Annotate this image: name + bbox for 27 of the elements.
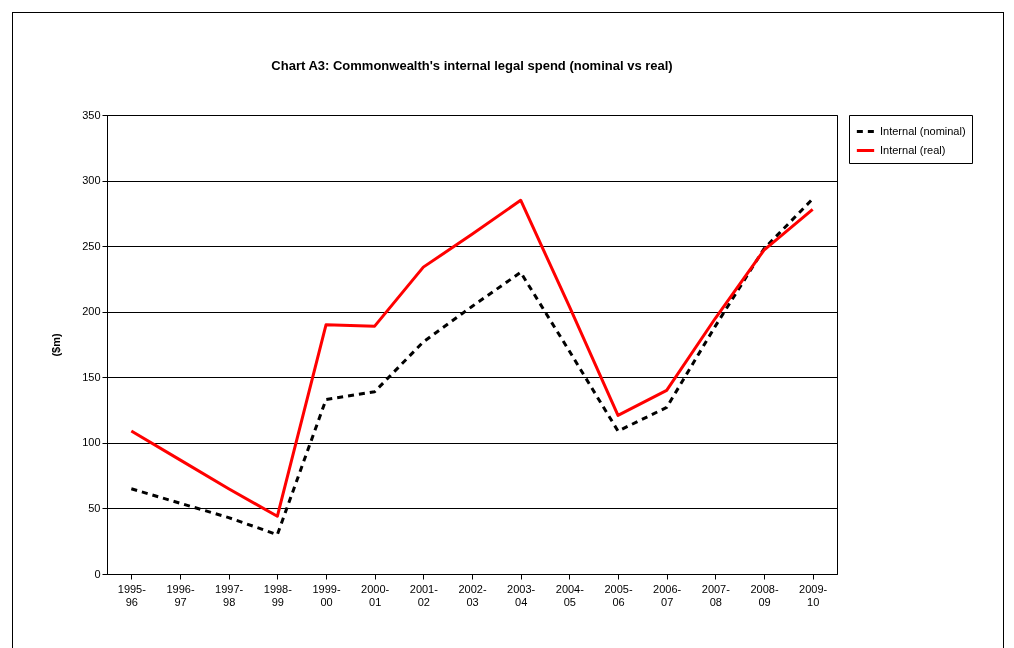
y-axis-title: ($m) [50, 333, 63, 357]
y-tick-label: 0 [94, 567, 101, 580]
legend-label: Internal (nominal) [880, 124, 966, 137]
x-tick-label: 2005-06 [604, 582, 633, 608]
y-tick-label: 50 [88, 501, 101, 514]
y-tick-label: 350 [82, 108, 101, 121]
x-tick-label: 1995-96 [117, 582, 147, 608]
x-tick-label: 2006-07 [653, 582, 682, 608]
y-tick-label: 100 [82, 436, 101, 449]
x-tick-label: 1999-00 [312, 582, 341, 608]
x-tick-label: 2002-03 [458, 582, 487, 608]
x-tick-label: 2007-08 [701, 582, 731, 608]
x-tick-label: 2009-10 [799, 582, 828, 608]
x-tick-label: 2001-02 [409, 582, 439, 608]
chart-title: Chart A3: Commonwealth's internal legal spend (nominal vs real) [271, 58, 673, 73]
y-tick-label: 150 [82, 370, 101, 383]
legend-label: Internal (real) [880, 143, 946, 156]
x-tick-label: 2008-09 [750, 582, 779, 608]
x-tick-label: 1998-99 [263, 582, 293, 608]
x-tick-label: 1996-97 [166, 582, 195, 608]
x-tick-label: 1997-98 [215, 582, 244, 608]
x-tick-label: 2003-04 [507, 582, 536, 608]
x-tick-label: 2004-05 [555, 582, 585, 608]
y-tick-label: 300 [82, 174, 101, 187]
x-tick-label: 2000-01 [361, 582, 390, 608]
y-tick-label: 250 [82, 239, 101, 252]
y-tick-label: 200 [82, 305, 101, 318]
